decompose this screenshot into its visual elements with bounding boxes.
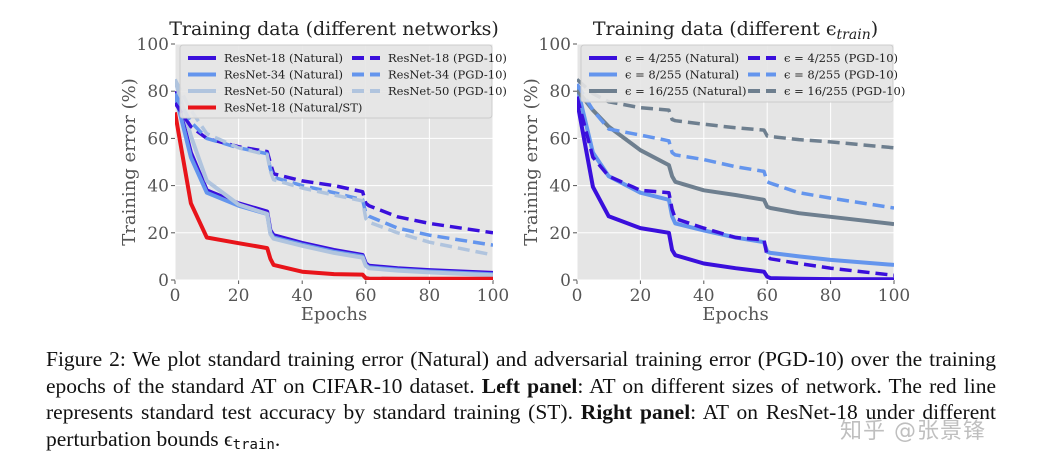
legend-entry: ResNet-34 (Natural) [224, 68, 343, 82]
legend-entry: ResNet-18 (PGD-10) [388, 51, 507, 65]
legend-box [580, 44, 894, 103]
chart-title: Training data (different ϵtrain) [593, 18, 878, 43]
series-group [577, 78, 894, 280]
legend-entry: ϵ = 8/255 (PGD-10) [784, 68, 898, 82]
series-line-0 [577, 100, 894, 280]
x-tick-label: 80 [419, 286, 441, 306]
y-tick-label: 80 [549, 82, 571, 102]
x-tick-label: 40 [693, 286, 715, 306]
legend-entry: ResNet-50 (PGD-10) [388, 84, 507, 98]
legend-entry: ResNet-34 (PGD-10) [388, 68, 507, 82]
y-tick-label: 0 [158, 271, 169, 291]
chart-title: Training data (different networks) [169, 18, 499, 40]
y-tick-label: 60 [549, 129, 571, 149]
x-tick-label: 20 [630, 286, 652, 306]
y-tick-label: 100 [137, 35, 169, 55]
legend-entry: ResNet-50 (Natural) [224, 84, 343, 98]
legend-entry: ϵ = 16/255 (PGD-10) [784, 84, 905, 98]
y-tick-label: 80 [147, 82, 169, 102]
caption-segment: . [274, 426, 281, 451]
legend-entry: ϵ = 4/255 (Natural) [625, 51, 739, 65]
legend-entry: ResNet-18 (Natural/ST) [224, 101, 362, 115]
series-line-6 [175, 78, 493, 257]
y-tick-label: 20 [147, 224, 169, 244]
caption-segment: train [232, 436, 275, 453]
legend-entry: ResNet-18 (Natural) [224, 51, 343, 65]
y-tick-label: 0 [560, 271, 571, 291]
x-tick-label: 40 [291, 286, 313, 306]
x-tick-label: 80 [820, 286, 842, 306]
x-tick-label: 0 [170, 286, 181, 306]
legend-entry: ϵ = 8/255 (Natural) [625, 68, 739, 82]
legend: ϵ = 4/255 (Natural) ϵ = 8/255 (Natural) ϵ … [580, 44, 905, 103]
x-tick-label: 100 [477, 286, 509, 306]
caption-segment: Right panel [580, 400, 691, 424]
x-tick-label: 20 [228, 286, 250, 306]
y-tick-label: 100 [539, 35, 571, 55]
y-axis-label: Training error (%) [119, 78, 140, 245]
x-tick-label: 100 [878, 286, 910, 306]
caption-segment: : AT on ResNet-18 under different pertur… [46, 400, 996, 451]
figure-caption: Figure 2: We plot standard training erro… [46, 346, 996, 458]
series-line-2 [175, 78, 493, 278]
series-line-4 [175, 102, 493, 235]
y-tick-label: 40 [147, 177, 169, 197]
series-line-5 [175, 92, 493, 247]
series-line-3 [175, 112, 493, 280]
y-tick-label: 20 [549, 224, 571, 244]
legend-entry: ϵ = 4/255 (PGD-10) [784, 51, 898, 65]
legend: ResNet-18 (Natural) ResNet-34 (Natural) Re… [179, 44, 507, 119]
x-tick-label: 60 [355, 286, 377, 306]
y-axis-label: Training error (%) [521, 78, 542, 245]
caption-segment: Figure 2: We plot standard training erro… [46, 347, 996, 398]
chart-panel-right: 0 20 40 60 80 100 0 20 40 60 80 100 Training data (d… [521, 18, 910, 325]
series-line-2 [577, 88, 894, 227]
x-axis-label: Epochs [702, 304, 768, 325]
caption-segment: Left panel [481, 373, 578, 398]
series-line-4 [577, 83, 894, 210]
caption-segment: : AT on different sizes of network. The … [46, 373, 996, 425]
series-group [175, 78, 493, 280]
legend-box [179, 44, 493, 119]
watermark: 知乎 @张景锋 [840, 419, 986, 444]
x-axis-label: Epochs [301, 304, 367, 325]
legend-entry: ϵ = 16/255 (Natural) [625, 84, 746, 98]
x-tick-label: 0 [572, 286, 583, 306]
y-tick-label: 60 [147, 129, 169, 149]
y-tick-label: 40 [549, 177, 571, 197]
x-tick-label: 60 [756, 286, 778, 306]
series-line-3 [577, 96, 894, 278]
